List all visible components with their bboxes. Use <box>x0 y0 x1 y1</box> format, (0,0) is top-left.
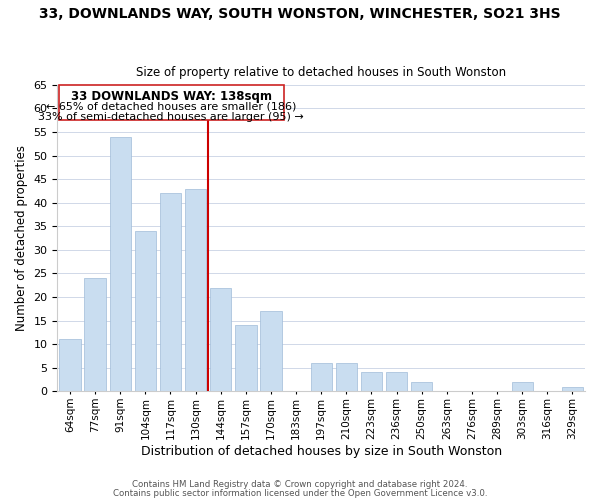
Bar <box>235 326 257 392</box>
FancyBboxPatch shape <box>59 85 284 120</box>
Bar <box>361 372 382 392</box>
Bar <box>134 231 156 392</box>
Bar <box>260 311 281 392</box>
Bar <box>335 363 357 392</box>
Bar <box>411 382 433 392</box>
Bar <box>85 278 106 392</box>
Y-axis label: Number of detached properties: Number of detached properties <box>15 145 28 331</box>
Bar <box>59 340 80 392</box>
Text: Contains public sector information licensed under the Open Government Licence v3: Contains public sector information licen… <box>113 488 487 498</box>
Bar <box>386 372 407 392</box>
Text: Contains HM Land Registry data © Crown copyright and database right 2024.: Contains HM Land Registry data © Crown c… <box>132 480 468 489</box>
Bar <box>512 382 533 392</box>
Title: Size of property relative to detached houses in South Wonston: Size of property relative to detached ho… <box>136 66 506 80</box>
Bar <box>110 136 131 392</box>
Bar <box>185 188 206 392</box>
Bar <box>210 288 232 392</box>
Text: 33, DOWNLANDS WAY, SOUTH WONSTON, WINCHESTER, SO21 3HS: 33, DOWNLANDS WAY, SOUTH WONSTON, WINCHE… <box>39 8 561 22</box>
Bar <box>562 386 583 392</box>
Text: 33 DOWNLANDS WAY: 138sqm: 33 DOWNLANDS WAY: 138sqm <box>71 90 272 102</box>
X-axis label: Distribution of detached houses by size in South Wonston: Distribution of detached houses by size … <box>140 444 502 458</box>
Text: ← 65% of detached houses are smaller (186): ← 65% of detached houses are smaller (18… <box>46 102 296 112</box>
Bar <box>311 363 332 392</box>
Bar <box>160 194 181 392</box>
Text: 33% of semi-detached houses are larger (95) →: 33% of semi-detached houses are larger (… <box>38 112 304 122</box>
